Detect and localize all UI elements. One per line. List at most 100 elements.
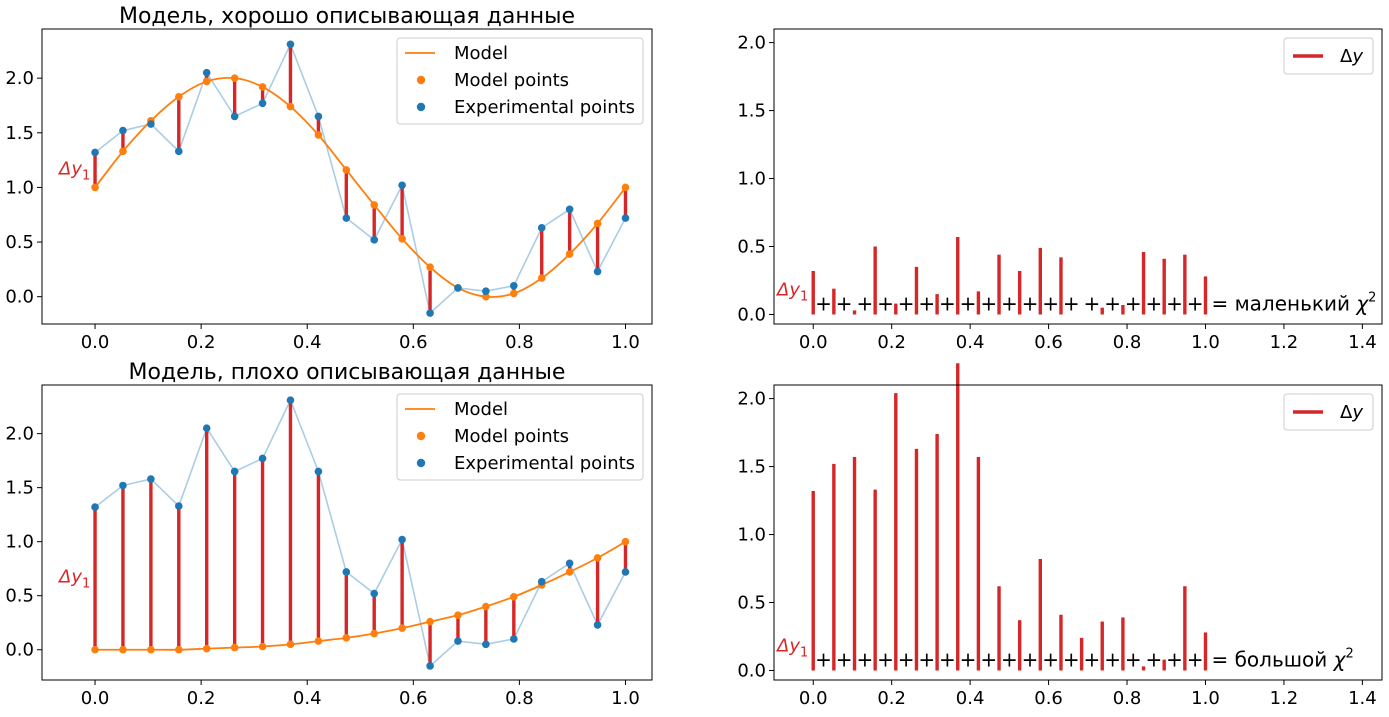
x-tick-label: 0.4 xyxy=(293,332,322,353)
experimental-point xyxy=(426,309,434,317)
delta-y1-annotation: Δy1 xyxy=(775,635,808,660)
model-point xyxy=(314,637,323,645)
model-point xyxy=(426,263,434,271)
model-point xyxy=(342,634,351,642)
plus-sign: + xyxy=(1063,647,1080,671)
model-point xyxy=(510,592,518,601)
experimental-point xyxy=(314,467,323,476)
chart-title: Модель, хорошо описывающая данные xyxy=(119,4,575,29)
plus-sign: + xyxy=(877,647,894,671)
y-tick-label: 0.0 xyxy=(5,287,34,308)
chart-1: Модель, хорошо описывающая данные Δy1 0.0 0… xyxy=(5,4,653,353)
x-tick-label: 1.4 xyxy=(1348,688,1377,709)
axes-frame xyxy=(41,28,653,325)
chart-3: Модель, плохо описывающая данные Δy1 0.0 0.… xyxy=(5,360,653,709)
experimental-point xyxy=(230,467,239,476)
experimental-point xyxy=(147,120,155,128)
experimental-point xyxy=(621,214,630,222)
experimental-point xyxy=(119,481,127,490)
plus-sign: + xyxy=(1125,647,1142,671)
y-tick-label: 0.5 xyxy=(5,232,34,253)
x-tick-label: 0.4 xyxy=(956,688,985,709)
experimental-line xyxy=(94,398,627,668)
chart-title: Модель, плохо описывающая данные xyxy=(129,360,566,385)
experimental-point xyxy=(398,181,406,190)
model-point xyxy=(91,645,99,654)
plus-sign: + xyxy=(939,647,956,671)
y-tick-label: 1.0 xyxy=(5,177,34,198)
experimental-point xyxy=(482,287,490,296)
plus-sign: + xyxy=(1042,291,1059,315)
model-point xyxy=(314,131,323,139)
model-point xyxy=(565,568,574,576)
x-tick-label: 1.2 xyxy=(1270,688,1299,709)
experimental-point xyxy=(565,205,574,214)
plus-sign: + xyxy=(1145,291,1162,315)
experimental-point xyxy=(174,147,183,156)
experimental-point xyxy=(370,589,379,598)
experimental-point xyxy=(286,396,295,404)
x-tick-label: 0.8 xyxy=(505,332,534,353)
y-tick-label: 1.5 xyxy=(737,101,766,122)
plus-sign: + xyxy=(1187,291,1204,315)
legend-experimental-points-swatch xyxy=(416,102,426,112)
plus-sign: + xyxy=(815,291,832,315)
legend-box xyxy=(396,37,644,125)
model-point xyxy=(286,640,295,649)
model-point xyxy=(202,644,211,653)
x-tick-label: 0.6 xyxy=(1034,332,1063,353)
plus-sign: + xyxy=(960,291,977,315)
legend-model-points-swatch xyxy=(416,431,426,441)
plus-sign: + xyxy=(898,647,915,671)
plus-sign: + xyxy=(980,291,997,315)
y-tick-label: 1.0 xyxy=(737,525,766,546)
model-point xyxy=(370,629,379,638)
experimental-line xyxy=(94,42,627,315)
legend-box xyxy=(396,393,644,481)
model-point xyxy=(370,201,379,209)
x-tick-label: 0.2 xyxy=(877,688,906,709)
y-tick-label: 0.0 xyxy=(737,304,766,325)
model-curve xyxy=(95,540,626,651)
y-tick-label: 0.0 xyxy=(5,640,34,661)
plus-sign: + xyxy=(1104,647,1121,671)
legend-experimental-points-swatch xyxy=(416,458,426,468)
experimental-point xyxy=(174,502,183,510)
experimental-point xyxy=(593,267,602,276)
plus-sign: + xyxy=(980,647,997,671)
legend-label-model: Model xyxy=(454,399,508,420)
legend-label-delta-y: Δy xyxy=(1340,46,1363,67)
experimental-point xyxy=(454,284,462,292)
legend-label-experimental-points: Experimental points xyxy=(454,97,635,118)
x-tick-label: 0.2 xyxy=(187,688,216,709)
x-tick-label: 0.0 xyxy=(799,332,828,353)
plus-sign: + xyxy=(1022,291,1039,315)
plus-sign: + xyxy=(1145,647,1162,671)
experimental-point xyxy=(202,68,211,77)
experimental-point xyxy=(510,635,518,643)
experimental-point xyxy=(454,637,462,645)
model-point xyxy=(258,642,267,651)
experimental-point xyxy=(230,112,239,121)
axes-frame xyxy=(773,384,1383,681)
model-point xyxy=(621,537,630,546)
model-point xyxy=(119,147,127,156)
delta-y1-annotation: Δy1 xyxy=(57,567,90,592)
experimental-point xyxy=(370,236,379,244)
experimental-point xyxy=(593,621,602,629)
y-tick-label: 1.5 xyxy=(737,457,766,478)
y-tick-label: 1.0 xyxy=(737,169,766,190)
legend: Δy xyxy=(1283,37,1374,75)
experimental-point xyxy=(147,475,155,483)
plus-sign: + xyxy=(836,647,853,671)
y-tick-label: 2.0 xyxy=(737,389,766,410)
x-tick-label: 0.0 xyxy=(81,332,110,353)
x-tick-label: 0.6 xyxy=(399,688,428,709)
experimental-point xyxy=(342,568,351,576)
model-point xyxy=(398,234,406,243)
model-point xyxy=(230,74,239,82)
